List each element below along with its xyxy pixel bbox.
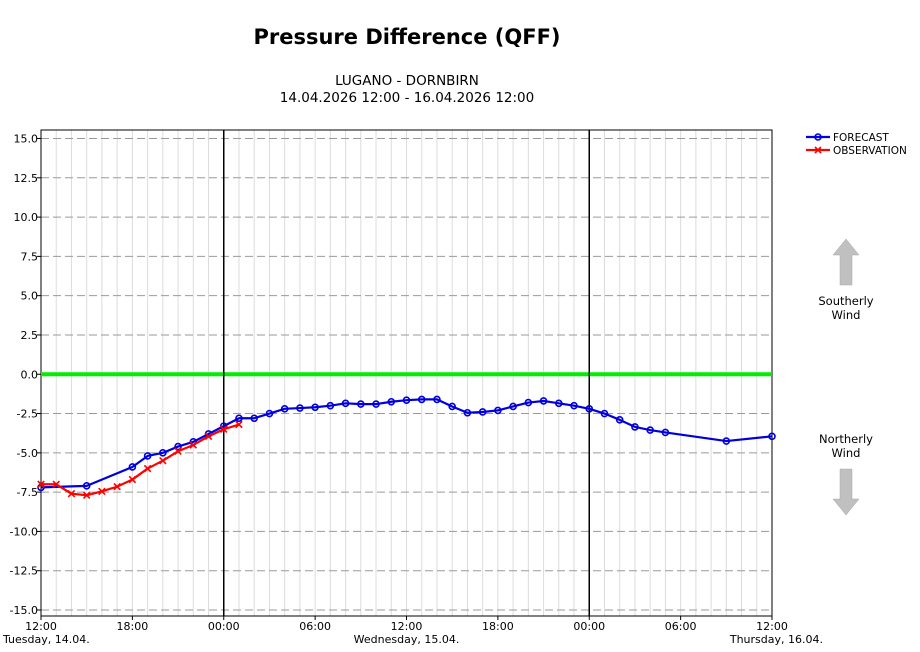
forecast-point [448,402,456,411]
forecast-point [570,401,578,410]
forecast-point [357,400,365,408]
forecast-point [554,399,563,408]
observation-point [98,487,106,496]
southerly-wind-label: Wind [832,308,861,322]
forecast-point [722,437,731,445]
forecast-point [585,405,594,413]
observation-point [174,447,182,456]
forecast-point [174,442,182,451]
forecast-point [539,397,548,405]
x-tick-label: 00:00 [573,620,605,633]
forecast-point [417,395,426,404]
observation-point [204,432,213,441]
forecast-point [402,396,411,404]
legend-label: FORECAST [833,132,889,144]
forecast-point [661,428,670,437]
plot-series [37,395,776,500]
y-tick-label: 7.5 [21,250,39,263]
legend-label: OBSERVATION [833,145,907,157]
forecast-point [600,409,609,418]
day-label: Thursday, 16.04. [729,633,823,646]
y-tick-label: -12.5 [10,565,38,578]
y-tick-label: 12.5 [14,172,39,185]
forecast-point [82,482,91,490]
observation-point [52,480,60,489]
forecast-point [615,416,624,424]
x-tick-label: 18:00 [117,620,149,633]
y-tick-label: -2.5 [17,408,38,421]
forecast-point [128,463,137,471]
northerly-wind-label: Wind [832,446,861,460]
forecast-point [235,414,243,423]
y-tick-label: 2.5 [21,329,39,342]
x-tick-label: 12:00 [25,620,57,633]
forecast-point [463,408,472,417]
forecast-point [433,395,441,404]
down-arrow-icon [832,468,860,516]
forecast-point [631,423,639,431]
observation-point [189,441,198,449]
plot-reference-lines [41,130,772,616]
forecast-point [143,452,152,460]
forecast-point [524,398,533,407]
forecast-point [250,414,259,423]
legend-marker-observation [814,146,822,154]
observation-point [113,482,121,491]
chart-subtitle: LUGANO - DORNBIRN [335,73,479,89]
forecast-point [478,408,487,416]
chart-period: 14.04.2026 12:00 - 16.04.2026 12:00 [280,90,534,106]
y-tick-label: 10.0 [14,211,39,224]
forecast-point [280,405,289,413]
northerly-wind-label: Northerly [819,432,873,446]
observation-point [143,464,152,473]
forecast-point [494,406,502,415]
forecast-point [159,449,167,457]
southerly-wind-label: Southerly [818,294,873,308]
forecast-point [509,402,517,411]
observation-point [235,420,243,429]
day-label: Wednesday, 15.04. [354,633,460,646]
observation-point [219,425,228,434]
y-tick-label: -15.0 [10,604,38,617]
observation-point [128,475,137,484]
y-tick-label: -7.5 [17,486,38,499]
forecast-point [326,401,335,410]
legend-marker-forecast [814,133,822,141]
x-tick-label: 12:00 [756,620,788,633]
x-tick-label: 06:00 [299,620,331,633]
series-line-forecast [40,398,773,489]
up-arrow-icon [832,238,860,286]
forecast-point [311,403,319,412]
observation-point [159,456,167,465]
forecast-point [296,404,304,412]
observation-point [37,480,45,489]
observation-point [82,491,91,500]
y-tick-label: -5.0 [17,447,38,460]
forecast-point [372,400,380,408]
y-tick-label: -10.0 [10,525,38,538]
forecast-point [387,397,396,406]
forecast-point [646,426,654,434]
observation-point [67,489,76,498]
x-tick-label: 00:00 [208,620,240,633]
y-tick-label: 0.0 [21,368,39,381]
x-tick-label: 06:00 [665,620,697,633]
y-tick-label: 15.0 [14,133,39,146]
x-tick-label: 12:00 [391,620,423,633]
forecast-point [341,399,350,408]
axis-labels: -15.0 -12.5 -10.0 -7.5 -5.0 -2.5 0.0 2.5 5.0 7.5 1… [2,133,823,647]
day-label: Tuesday, 14.04. [2,633,90,646]
chart-title: Pressure Difference (QFF) [253,25,560,49]
x-tick-label: 18:00 [482,620,514,633]
forecast-point [265,409,274,418]
forecast-point [768,432,776,441]
y-tick-label: 5.0 [21,290,39,303]
